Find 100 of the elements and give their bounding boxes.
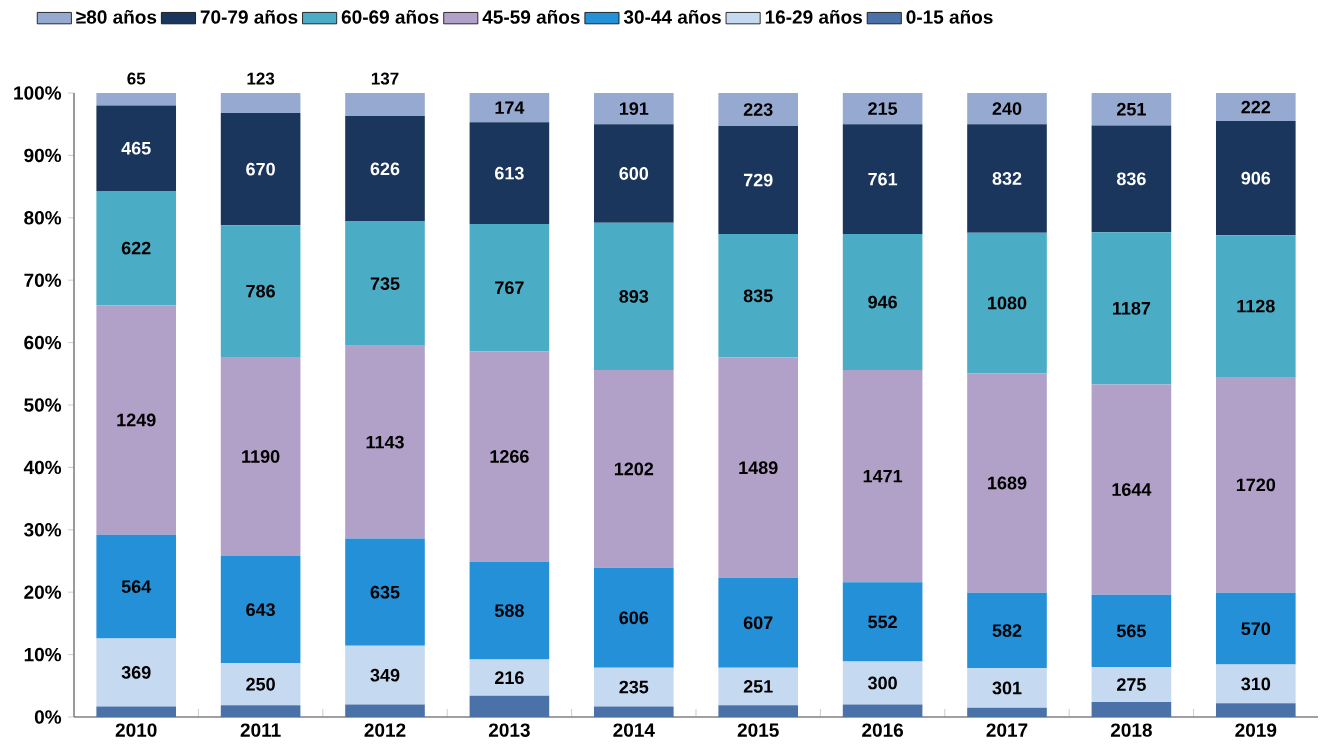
bar [96,190,177,306]
annotation: 635 [370,585,400,599]
bar [593,667,674,707]
annotation: 606 [619,611,649,625]
annotation: 191 [619,102,649,115]
bar [967,232,1047,374]
annotation: 1489 [739,461,778,475]
annotation: 1187 [1113,301,1151,315]
legend-label: 45-59 años [482,9,580,24]
x-tick-label: 2013 [488,723,530,737]
annotation: 626 [370,162,400,176]
x-tick-label: 2010 [115,723,157,737]
bar [1091,667,1172,703]
bar [842,93,923,125]
bar [345,221,425,346]
bar [220,556,301,664]
bar [1091,384,1172,595]
annotation: 275 [1117,678,1146,691]
bar [842,661,923,705]
y-tick-label: 90% [24,148,62,163]
bar [469,659,550,696]
bar [593,124,674,223]
bar [593,567,674,668]
bar [1215,703,1296,717]
bar [345,93,425,117]
annotation: 1190 [242,450,280,463]
annotation: 235 [619,680,649,694]
annotation: 588 [494,604,524,617]
x-tick-label: 2014 [613,723,655,737]
y-tick-label: 100% [14,86,62,100]
legend-label: 30-44 años [623,9,721,24]
bar [469,224,550,352]
annotation: 1080 [988,296,1027,310]
bar [220,225,301,357]
annotation: 832 [992,172,1022,185]
y-tick-label: 40% [23,460,62,475]
bar [1215,376,1296,593]
annotation: 1720 [1236,478,1276,492]
bar [718,126,799,235]
y-tick-label: 70% [24,273,62,287]
bar [96,534,177,639]
annotation: 250 [246,677,275,691]
bar [718,357,799,578]
bar [96,305,177,535]
bar [967,707,1047,717]
bar [469,351,550,562]
bar [220,112,301,226]
bar [967,373,1047,593]
annotation: 349 [370,668,400,682]
x-tick-label: 2017 [986,723,1028,737]
annotation: 670 [246,162,275,176]
bar [96,706,177,717]
bar [96,105,177,191]
bar [220,356,301,557]
annotation: 1128 [1237,299,1275,313]
bar [593,222,674,371]
bar [718,577,799,668]
annotation: 223 [743,103,773,116]
annotation: 564 [121,580,152,593]
annotation: 761 [868,172,898,186]
legend-label: 16-29 años [765,9,862,24]
annotation: 622 [121,241,151,255]
annotation: 906 [1241,171,1271,185]
annotation: 600 [619,167,649,180]
annotation: 835 [743,289,773,303]
bar [593,93,674,125]
bar [842,704,923,717]
annotation: 836 [1116,172,1146,186]
annotation: 767 [495,281,524,295]
annotation: 301 [992,681,1022,695]
x-tick-label: 2015 [737,723,779,737]
bar [718,93,799,127]
legend-label: ≥80 años [76,9,157,24]
bar [842,582,923,662]
bar [1215,93,1296,122]
bar [1215,664,1296,704]
x-tick-label: 2019 [1235,723,1277,737]
annotation: 240 [992,102,1022,115]
bar [1215,121,1296,236]
annotation: 1266 [490,450,529,463]
bar [718,705,799,717]
y-tick-label: 60% [24,335,62,350]
x-tick-label: 2016 [862,723,904,737]
annotation: 216 [495,671,524,685]
text: 137 [371,72,399,85]
bar [593,706,674,717]
annotation: 1249 [117,413,156,427]
bar [967,93,1047,125]
bar [220,663,301,706]
bar [967,592,1047,669]
y-tick-label: 20% [24,585,62,599]
annotation: 1689 [988,476,1027,490]
bar [593,370,674,568]
y-tick-label: 80% [24,211,62,225]
y-tick-label: 0% [34,710,62,724]
annotation: 893 [619,290,649,303]
y-tick-label: 50% [24,398,62,412]
annotation: 215 [868,102,898,115]
annotation: 1143 [366,435,404,449]
annotation: 643 [246,603,275,617]
